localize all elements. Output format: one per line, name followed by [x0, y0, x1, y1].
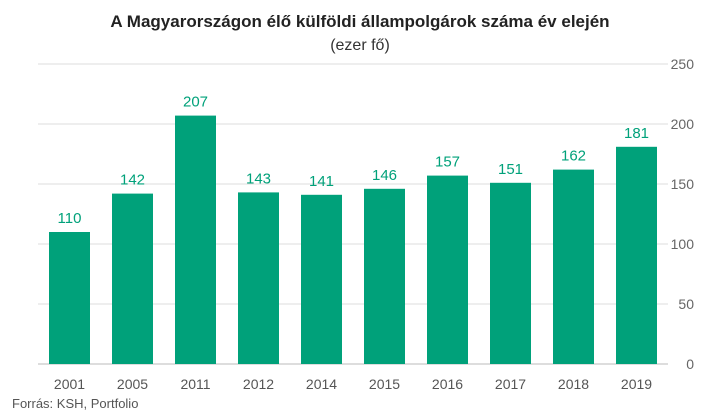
bar [238, 192, 279, 364]
data-label: 181 [624, 125, 649, 142]
x-tick-label: 2005 [117, 376, 148, 392]
y-tick-label: 250 [671, 56, 695, 72]
chart-subtitle: (ezer fő) [330, 37, 390, 54]
data-label: 157 [435, 154, 460, 171]
x-tick-label: 2014 [306, 376, 337, 392]
data-label: 141 [309, 173, 334, 190]
x-tick-label: 2012 [243, 376, 274, 392]
x-tick-label: 2011 [180, 376, 210, 392]
bar [490, 182, 531, 364]
bar [553, 169, 594, 364]
data-label: 146 [372, 167, 397, 184]
x-tick-label: 2017 [495, 376, 526, 392]
y-tick-label: 50 [678, 296, 694, 312]
data-label: 162 [561, 148, 586, 165]
data-label: 110 [58, 210, 82, 227]
bar [364, 188, 405, 364]
x-tick-label: 2019 [621, 376, 652, 392]
source-note: Forrás: KSH, Portfolio [12, 396, 139, 411]
data-labels: 110 142 207 143 141 146 157 151 162 181 [58, 94, 649, 227]
chart-title: A Magyarországon élő külföldi állampolgá… [110, 12, 610, 31]
y-axis-ticks: 0 50 100 150 200 250 [671, 56, 695, 372]
bar [112, 193, 153, 364]
data-label: 151 [498, 161, 523, 178]
x-tick-label: 2015 [369, 376, 400, 392]
bar [49, 232, 90, 364]
x-axis-ticks: 2001 2005 2011 2012 2014 2015 2016 2017 2018 2019 [54, 376, 652, 392]
y-tick-label: 200 [671, 116, 695, 132]
data-label: 207 [183, 94, 208, 111]
x-tick-label: 2001 [54, 376, 85, 392]
data-label: 142 [120, 172, 145, 189]
bar [301, 194, 342, 364]
bar [175, 115, 216, 364]
x-tick-label: 2016 [432, 376, 463, 392]
y-tick-label: 0 [686, 356, 694, 372]
bar [427, 175, 468, 364]
x-tick-label: 2018 [558, 376, 589, 392]
y-tick-label: 150 [671, 176, 695, 192]
bars [49, 115, 657, 364]
data-label: 143 [246, 170, 271, 187]
y-tick-label: 100 [671, 236, 695, 252]
bar [616, 146, 657, 364]
